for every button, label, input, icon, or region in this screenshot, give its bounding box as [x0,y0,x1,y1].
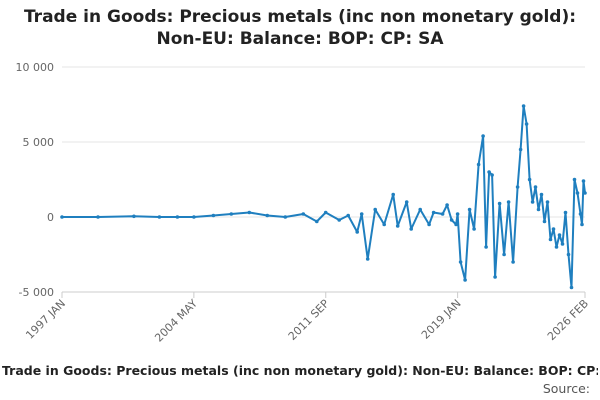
y-tick-label: -5 000 [19,286,54,299]
data-point [530,200,535,204]
chart-title-line-2: Non-EU: Balance: BOP: CP: SA [156,29,444,49]
x-tick-label: 2004 MAY [152,297,200,345]
data-point [455,212,460,216]
data-point [395,224,400,228]
data-point [445,203,449,207]
data-point [497,201,502,206]
data-point [515,185,520,189]
data-point [391,192,396,197]
data-point [157,215,162,219]
chart-title: Trade in Goods: Precious metals (inc non… [0,6,600,50]
data-point [481,134,485,138]
data-point [548,237,553,242]
data-point [575,191,580,195]
data-point [229,212,234,216]
y-tick-label: 0 [47,211,54,224]
data-point [454,222,458,227]
data-point [467,207,472,212]
data-point [542,219,547,224]
data-point [346,213,351,218]
data-point [283,215,288,219]
footer-title: Trade in Goods: Precious metals (inc non… [2,363,598,378]
data-point [484,245,488,249]
data-point [265,213,270,218]
data-point [511,260,515,264]
data-point [365,257,370,261]
data-point [580,222,584,227]
data-point [490,173,494,177]
data-point [581,179,586,183]
data-point [409,227,414,231]
data-point [404,200,409,204]
data-point [315,219,319,224]
footer-source: Source: [542,381,590,396]
data-point [536,207,541,212]
data-point [578,212,583,216]
data-point [533,185,538,189]
data-point [247,210,252,215]
data-point [569,285,574,290]
series-line [62,105,586,289]
data-point [563,210,568,215]
data-point [301,212,306,216]
data-point [506,200,511,204]
data-point [440,212,445,216]
data-point [560,242,565,246]
data-point [323,210,328,215]
data-point [572,177,577,182]
x-tick-label: 2026 FEB [545,297,591,343]
data-point [211,213,216,218]
data-point [557,233,562,237]
data-point [487,170,491,174]
data-point [355,230,360,234]
data-point [527,177,532,182]
data-point [418,207,423,212]
x-tick-label: 1997 JAN [23,297,68,342]
data-point [583,191,587,195]
data-point [175,215,180,219]
data-point [463,278,467,282]
data-point [60,215,64,219]
data-point [431,210,436,215]
data-point [551,227,556,231]
data-point [476,162,481,167]
y-tick-label: 5 000 [23,136,55,149]
x-tick-label: 2011 SEP [286,297,332,343]
data-point [337,218,342,222]
data-point [521,104,526,108]
data-point [545,200,550,204]
data-point [132,214,136,219]
data-point [458,260,463,264]
data-point [449,218,454,222]
data-point [359,212,364,216]
data-point [518,147,523,152]
data-point [539,192,544,197]
data-point [373,207,378,212]
series-layer [60,104,587,290]
data-point [192,215,196,219]
x-tick-label: 2019 JAN [419,297,464,342]
data-point [566,252,571,257]
grid-lines [62,66,585,293]
y-tick-label: 10 000 [16,61,55,74]
data-point [524,122,529,126]
data-point [502,252,506,257]
data-point [472,227,476,231]
data-point [96,215,100,219]
data-point [382,222,387,227]
chart-title-line-1: Trade in Goods: Precious metals (inc non… [23,7,577,27]
data-point [493,275,497,279]
data-point [554,245,559,249]
axes [61,291,586,298]
data-point [427,222,431,227]
